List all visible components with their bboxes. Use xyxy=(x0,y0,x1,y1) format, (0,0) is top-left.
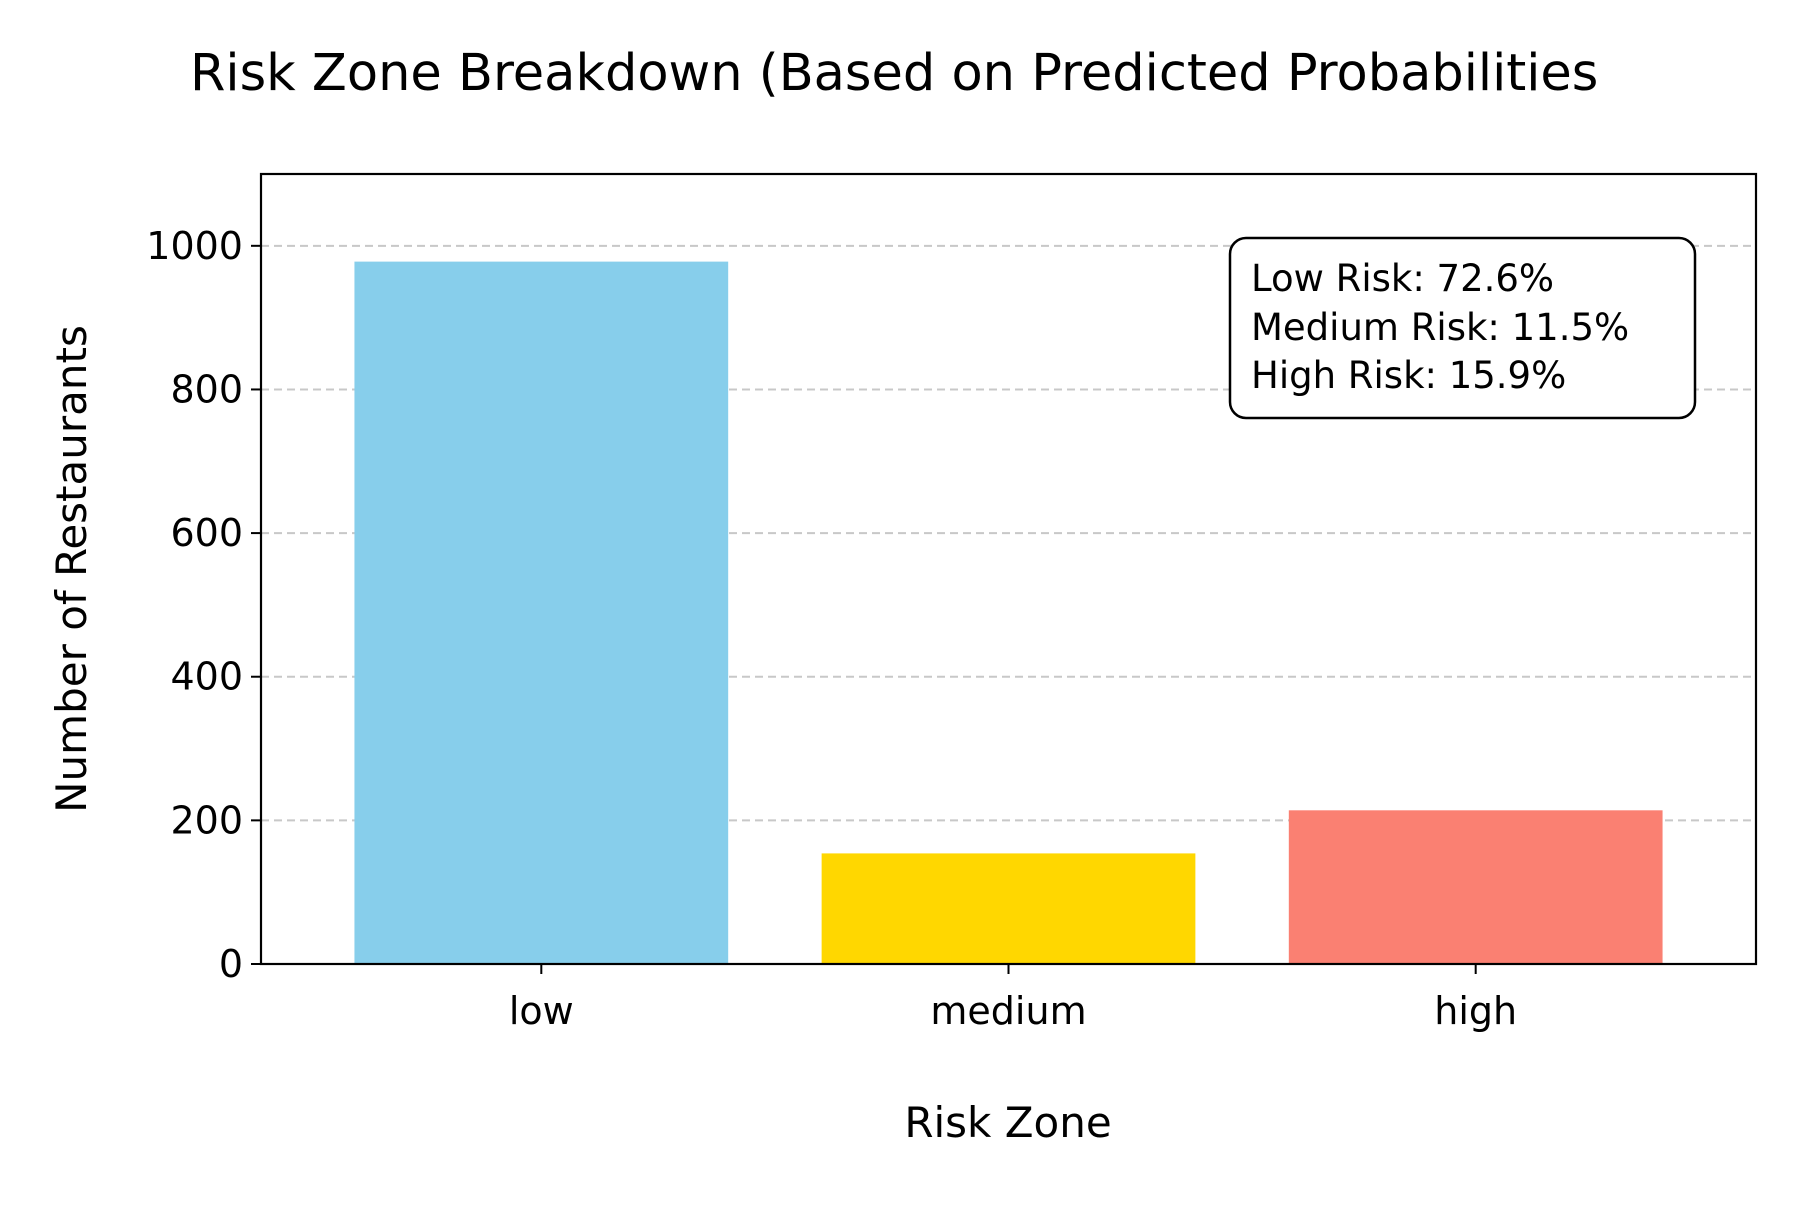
bar-low xyxy=(354,261,729,965)
x-axis-ticks: low medium high xyxy=(509,964,1517,1033)
annotation-line-medium: Medium Risk: 11.5% xyxy=(1251,306,1629,349)
y-tick-label: 600 xyxy=(170,511,243,555)
chart-title: Risk Zone Breakdown (Based on Predicted … xyxy=(190,44,1598,103)
x-axis-label: Risk Zone xyxy=(904,1098,1111,1147)
annotation-line-low: Low Risk: 72.6% xyxy=(1251,257,1554,300)
y-tick-label: 200 xyxy=(170,798,243,842)
y-tick-label: 800 xyxy=(170,367,243,411)
x-tick-label-medium: medium xyxy=(930,989,1086,1033)
bars xyxy=(354,261,1663,965)
x-tick-label-low: low xyxy=(509,989,574,1033)
x-tick-label-high: high xyxy=(1434,989,1517,1033)
risk-percent-annotation: Low Risk: 72.6% Medium Risk: 11.5% High … xyxy=(1228,236,1697,420)
y-axis-ticks: 0 200 400 600 800 1000 xyxy=(146,224,261,986)
annotation-frame xyxy=(1228,236,1697,420)
y-tick-label: 1000 xyxy=(146,224,243,268)
bar-high xyxy=(1288,810,1663,964)
annotation-line-high: High Risk: 15.9% xyxy=(1251,354,1566,397)
y-tick-label: 400 xyxy=(170,655,243,699)
y-tick-label: 0 xyxy=(219,942,243,986)
bar-medium xyxy=(821,853,1196,964)
y-axis-label: Number of Restaurants xyxy=(47,325,96,813)
